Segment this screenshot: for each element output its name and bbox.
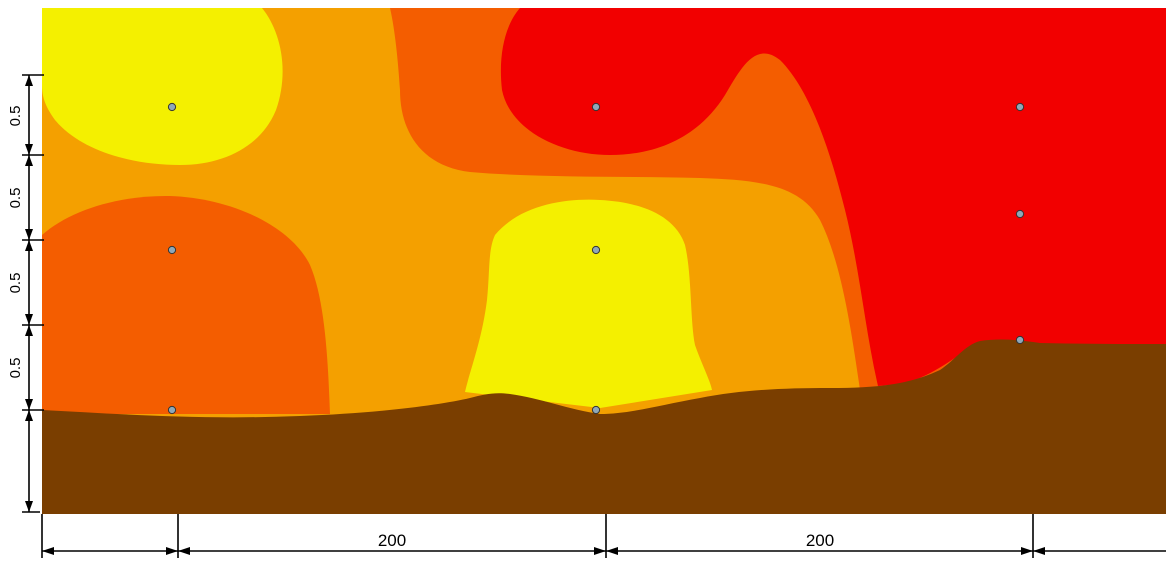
circle-marker-icon [591,245,601,255]
circle-marker-icon [167,405,177,415]
marker-group [167,102,1025,415]
soil-layer [42,339,1166,514]
dimension-arrowhead [25,144,33,155]
vertical-dimension-label: 0.5 [7,106,24,127]
dimension-arrowhead [166,547,178,555]
dimension-arrowhead [594,547,606,555]
dimension-arrowhead [178,547,190,555]
circle-marker-icon [591,102,601,112]
dimension-arrowhead [1021,547,1033,555]
dimension-arrowhead [25,410,33,421]
dimension-arrowhead [25,314,33,325]
dimension-arrowhead [1033,547,1045,555]
circle-marker-icon [167,102,177,112]
dimension-arrowhead [42,547,54,555]
dark-orange-zone-left [42,195,330,414]
horizontal-dimension-label: 200 [378,531,406,550]
dimension-arrowhead [25,325,33,336]
circle-marker-icon [1015,335,1025,345]
contour-field [42,8,1166,514]
dimension-arrowhead [25,240,33,251]
dimension-arrowhead [25,229,33,240]
vertical-dimension-chain [22,74,44,513]
dimension-arrowhead [25,399,33,410]
circle-marker-icon [167,245,177,255]
dimension-arrowhead [606,547,618,555]
vertical-dimension-label: 0.5 [7,273,24,294]
horizontal-dimension-labels: 200 200 [378,531,834,550]
horizontal-dimension-label: 200 [806,531,834,550]
dimension-arrowhead [25,155,33,166]
horizontal-dimension-arrows [42,547,1045,555]
circle-marker-icon [591,405,601,415]
dimension-arrowhead [25,501,33,512]
vertical-dimension-label: 0.5 [7,188,24,209]
vertical-dimension-label: 0.5 [7,358,24,379]
yellow-zone-center [465,199,712,408]
circle-marker-icon [1015,102,1025,112]
vertical-dimension-labels: 0.5 0.5 0.5 0.5 [7,106,24,379]
dimension-arrowhead [25,75,33,86]
circle-marker-icon [1015,209,1025,219]
yellow-zone-top-left [42,8,283,165]
red-zone [500,8,1166,386]
